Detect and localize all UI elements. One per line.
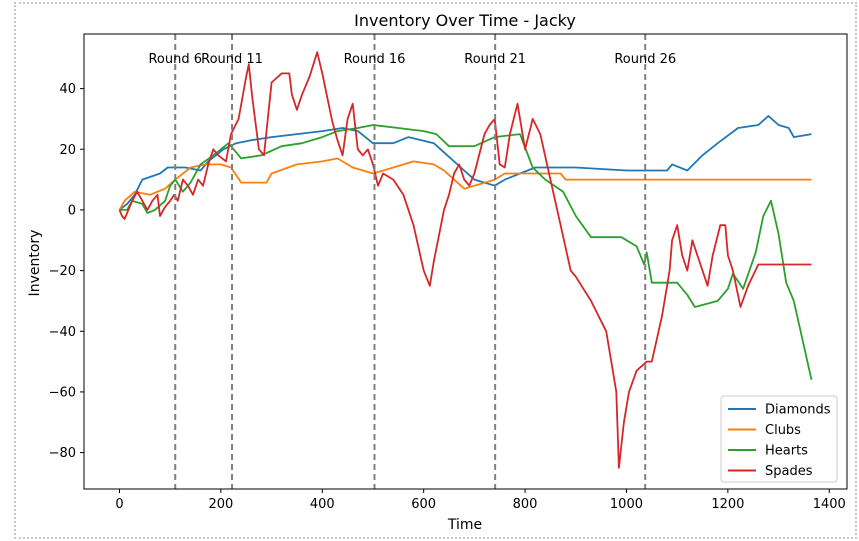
series-line-hearts (119, 124, 813, 380)
figure-frame (14, 2, 857, 539)
series-line-spades (118, 51, 812, 469)
legend: Diamonds Clubs Hearts Spades (720, 395, 838, 483)
y-tick-label: −40 (49, 325, 76, 340)
x-tick-label: 800 (513, 497, 538, 512)
round-marker-label: Round 26 (614, 52, 676, 67)
x-tick-label: 1400 (813, 497, 846, 512)
y-tick-label: 40 (59, 82, 76, 97)
round-marker-label: Round 21 (464, 52, 526, 67)
chart-title: Inventory Over Time - Jacky (354, 11, 576, 30)
x-tick-label: 200 (208, 497, 233, 512)
x-tick-label: 400 (310, 497, 335, 512)
plot-area: Round 6 Round 11 Round 16 Round 21 Round 26 0… (49, 33, 848, 512)
x-axis-title: Time (447, 517, 482, 533)
y-tick-label: −80 (49, 446, 76, 461)
y-tick-label: 20 (59, 143, 76, 158)
legend-label-diamonds: Diamonds (765, 403, 831, 418)
legend-label-hearts: Hearts (765, 444, 808, 459)
x-tick-label: 0 (115, 497, 123, 512)
plot-frame (83, 33, 848, 490)
y-tick-label: −60 (49, 385, 76, 400)
round-marker-label: Round 6 (148, 52, 202, 67)
y-tick-label: −20 (49, 264, 76, 279)
series-line-clubs (118, 157, 812, 211)
x-tick-label: 1000 (610, 497, 643, 512)
y-axis-title: Inventory (27, 230, 43, 297)
round-marker-label: Round 16 (344, 52, 406, 67)
legend-label-clubs: Clubs (765, 423, 801, 438)
legend-box (720, 395, 838, 483)
legend-label-spades: Spades (765, 464, 813, 479)
series-line-diamonds (118, 115, 812, 211)
x-tick-label: 1200 (711, 497, 744, 512)
x-tick-label: 600 (411, 497, 436, 512)
y-tick-label: 0 (68, 203, 76, 218)
round-marker-label: Round 11 (201, 52, 263, 67)
